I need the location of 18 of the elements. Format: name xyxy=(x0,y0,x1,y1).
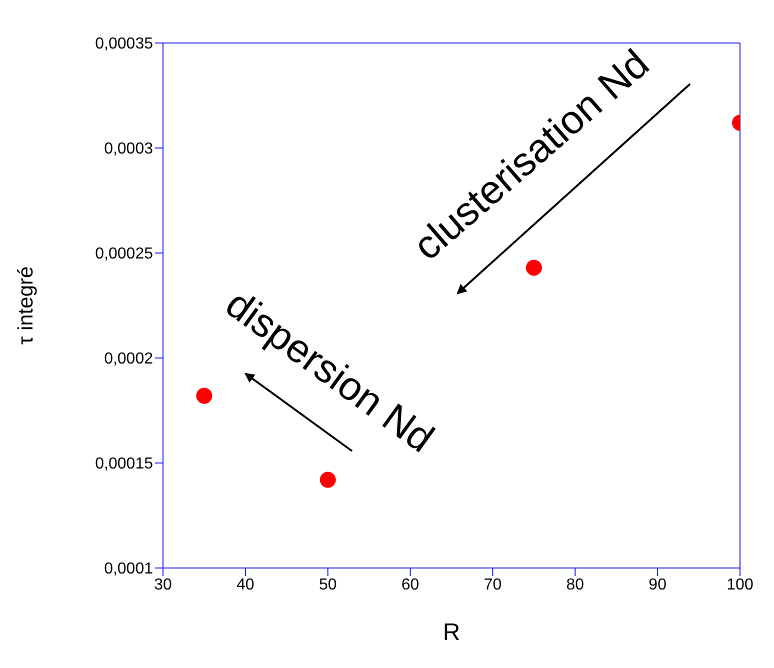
y-tick-label: 0,0001 xyxy=(104,560,154,578)
x-tick-label: 60 xyxy=(401,576,420,594)
point xyxy=(196,388,212,404)
y-tick-label: 0,00025 xyxy=(95,246,154,263)
x-axis-title: R xyxy=(442,619,460,646)
x-tick-label: 30 xyxy=(154,576,172,594)
x-tick-label: 50 xyxy=(318,576,337,594)
x-tick-label: 40 xyxy=(236,576,254,594)
y-tick-label: 0,0002 xyxy=(104,350,154,368)
x-tick-label: 100 xyxy=(726,576,754,594)
x-tick-label: 70 xyxy=(484,576,502,594)
y-tick-label: 0,00035 xyxy=(95,36,154,53)
y-axis-title: τ integré xyxy=(14,266,38,345)
x-tick-label: 80 xyxy=(566,576,584,594)
y-tick-label: 0,0003 xyxy=(104,140,154,158)
x-tick-label: 90 xyxy=(648,576,667,594)
point xyxy=(320,472,336,488)
y-tick-label: 0,00015 xyxy=(95,456,154,473)
